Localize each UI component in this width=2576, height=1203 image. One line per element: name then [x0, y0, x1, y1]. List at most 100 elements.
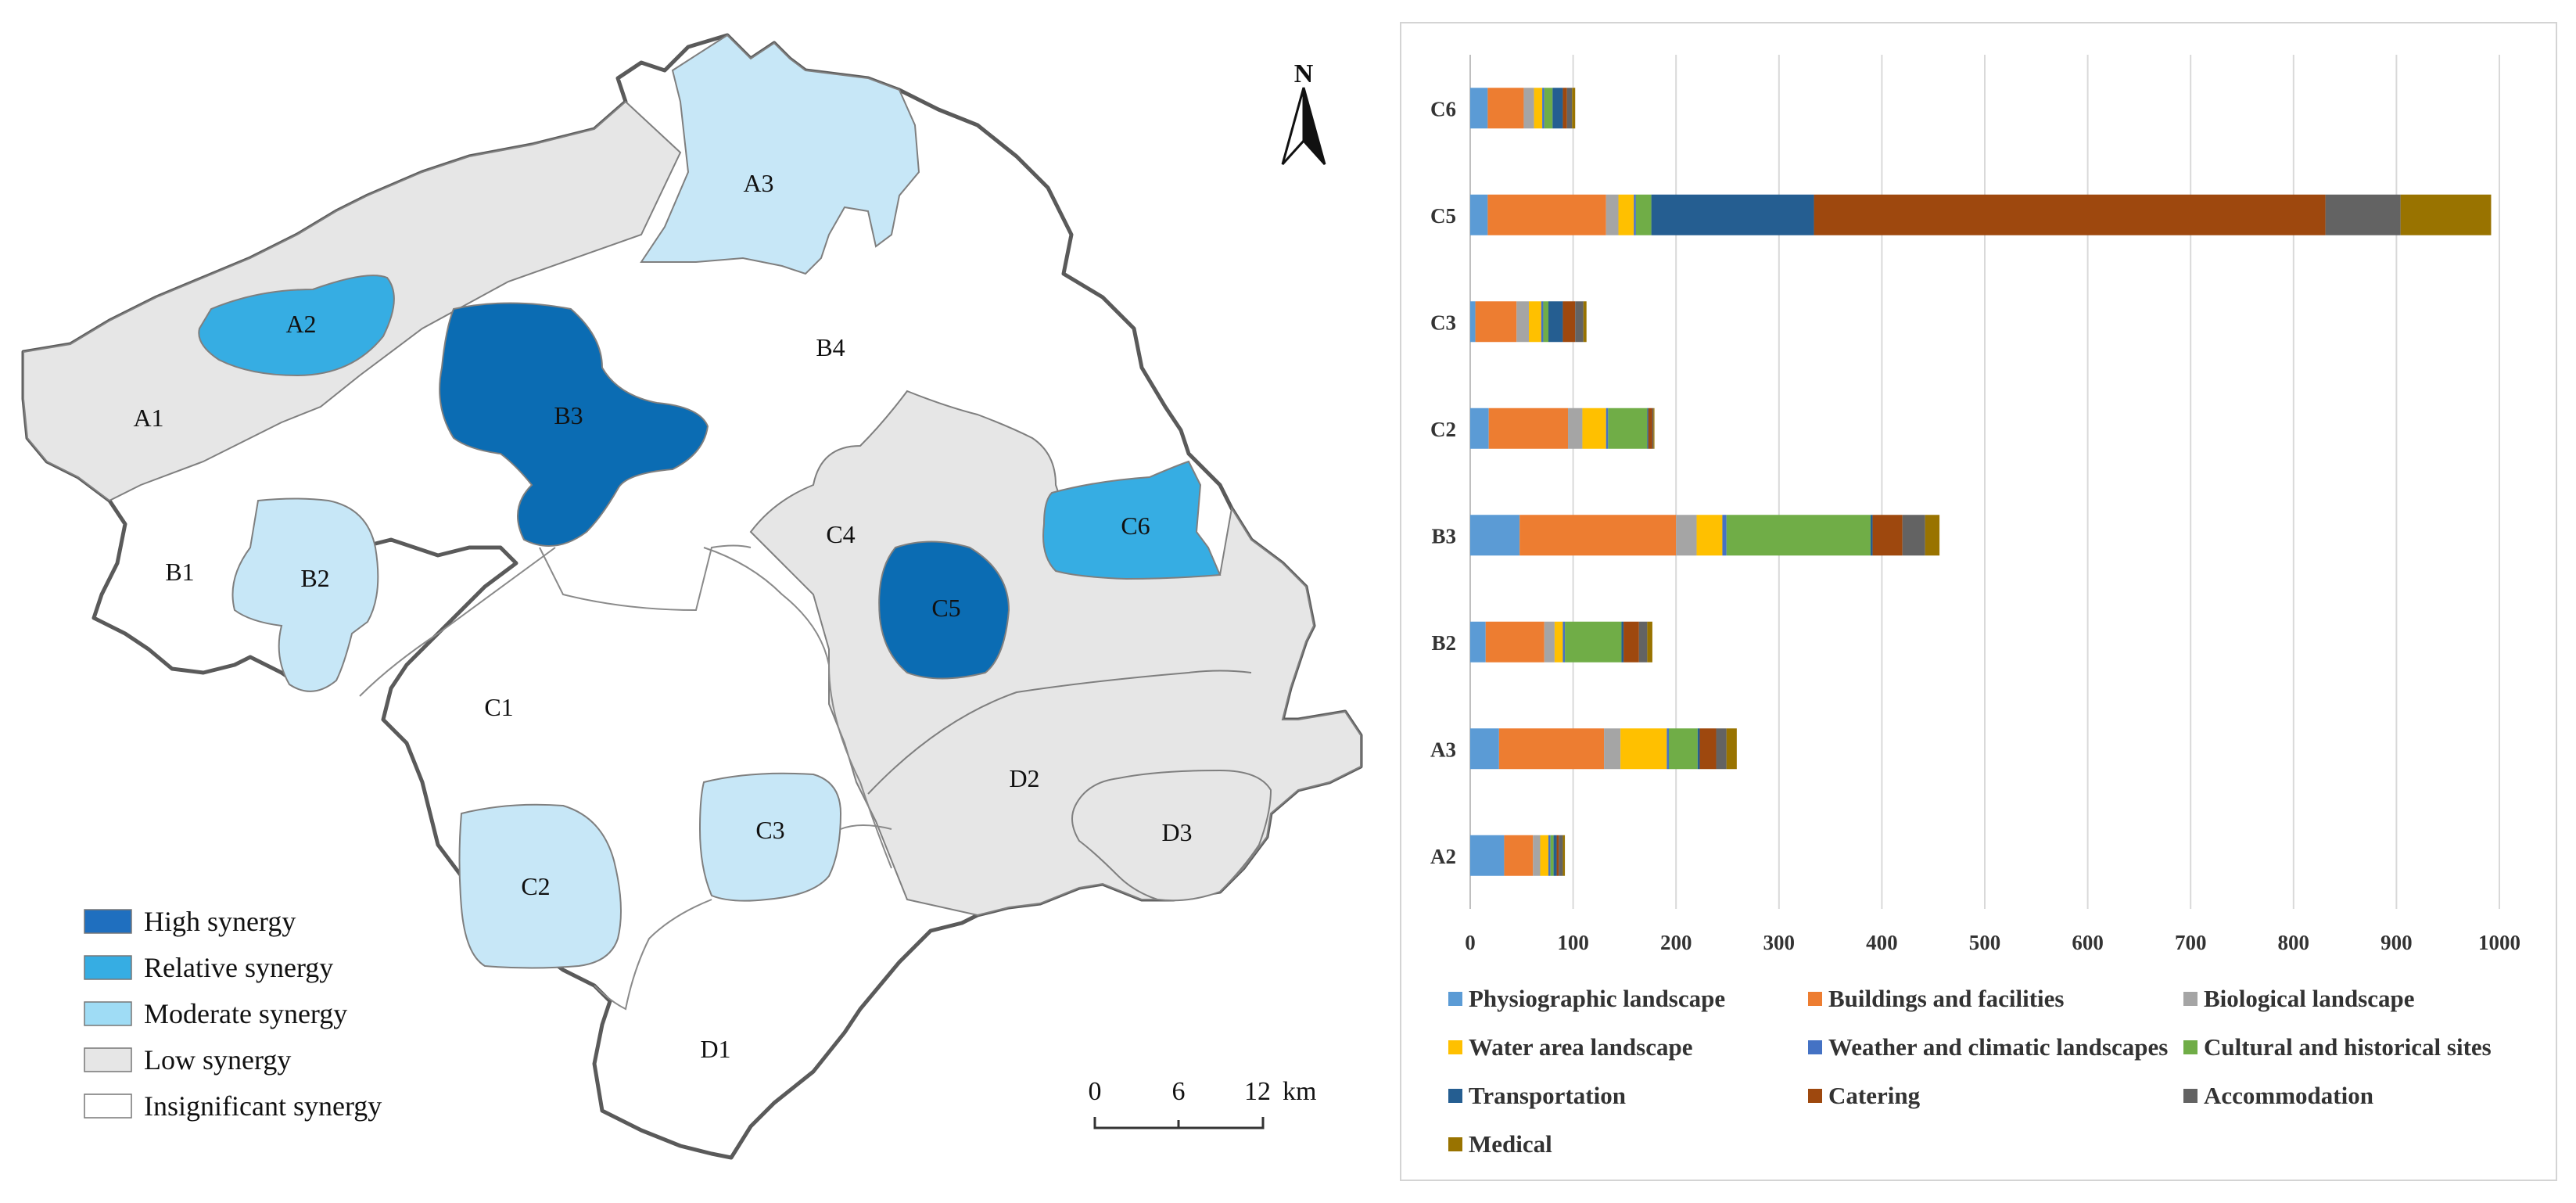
- region-c6: [1042, 460, 1222, 580]
- bar-segment: [1516, 301, 1530, 343]
- label-c1: C1: [484, 693, 513, 721]
- scale-tick-0: 0: [1089, 1077, 1102, 1106]
- bar-segment: [1562, 88, 1567, 129]
- bar-segment: [1544, 88, 1553, 129]
- legend-label: Catering: [1828, 1082, 1921, 1109]
- legend-swatch-low: [84, 1047, 132, 1072]
- bar-segment: [1566, 88, 1573, 129]
- legend-label-high: High synergy: [144, 906, 296, 937]
- bar-segment: [1699, 728, 1717, 770]
- legend-swatch: [1448, 1040, 1462, 1054]
- legend-swatch: [1448, 992, 1462, 1006]
- bar-segment: [1925, 515, 1940, 556]
- bar-segment: [1504, 835, 1534, 876]
- bar-segment: [1541, 301, 1544, 343]
- bar-segment: [1470, 301, 1476, 343]
- bar-segment: [1534, 88, 1543, 129]
- region-d3: [1071, 769, 1272, 902]
- synergy-map: A1 A2 A3 B1 B2 B3 B4 C1 C2 C3 C4 C5 C6 D…: [21, 33, 1363, 1160]
- bar-segment: [1647, 621, 1652, 663]
- legend-swatch: [1808, 1089, 1822, 1103]
- label-c2: C2: [521, 872, 550, 900]
- x-tick-label: 800: [2278, 931, 2310, 954]
- bar-segment: [1726, 728, 1737, 770]
- label-a2: A2: [285, 310, 316, 338]
- bar-segment: [1485, 621, 1545, 663]
- bar-segment: [1621, 621, 1624, 663]
- scale-unit: km: [1283, 1077, 1316, 1106]
- bar-segment: [1676, 515, 1697, 556]
- bar-segment: [1582, 408, 1606, 449]
- legend-swatch: [1808, 992, 1822, 1006]
- bar-segment: [1550, 835, 1554, 876]
- bar-segment: [1487, 88, 1524, 129]
- bar-segment: [1606, 194, 1619, 235]
- legend-swatch: [2183, 1040, 2197, 1054]
- bar-segment: [1559, 835, 1563, 876]
- bar-segment: [1523, 88, 1534, 129]
- bar-segment: [1470, 515, 1520, 556]
- y-category-label: C5: [1430, 204, 1456, 228]
- bar-segment: [1608, 408, 1648, 449]
- bar-segment: [1606, 408, 1609, 449]
- region-a3: [640, 34, 920, 275]
- bar-segment: [1554, 621, 1563, 663]
- bar-segment: [2325, 194, 2401, 235]
- bar-segment: [1722, 515, 1727, 556]
- bar-segment: [1562, 301, 1576, 343]
- label-b4: B4: [816, 333, 845, 361]
- legend-label: Weather and climatic landscapes: [1828, 1033, 2168, 1061]
- north-label: N: [1294, 59, 1314, 88]
- bar-segment: [1470, 194, 1488, 235]
- region-a2: [198, 275, 395, 377]
- label-c6: C6: [1121, 512, 1150, 540]
- y-category-label: B2: [1431, 631, 1456, 655]
- y-category-label: B3: [1431, 524, 1456, 548]
- scale-tick-6: 6: [1172, 1077, 1186, 1106]
- bar-segment: [1470, 728, 1499, 770]
- internal-boundary-b4-c1: [539, 544, 752, 612]
- legend-swatch-high: [84, 909, 132, 934]
- label-b2: B2: [300, 564, 329, 592]
- bar-segment: [1814, 194, 2326, 235]
- x-tick-label: 200: [1660, 931, 1692, 954]
- map-legend: High synergy Relative synergy Moderate s…: [84, 906, 382, 1122]
- legend-label-moderate: Moderate synergy: [144, 998, 347, 1029]
- internal-boundary-c3-d1: [840, 824, 892, 830]
- region-b2: [231, 497, 379, 692]
- scale-tick-12: 12: [1244, 1077, 1271, 1106]
- bar-segment: [1470, 621, 1486, 663]
- legend-label: Cultural and historical sites: [2204, 1033, 2492, 1061]
- legend-swatch: [2183, 992, 2197, 1006]
- legend-swatch-relative: [84, 955, 132, 980]
- label-a1: A1: [133, 404, 163, 432]
- y-category-label: C3: [1430, 311, 1456, 334]
- legend-label-insignificant: Insignificant synergy: [144, 1090, 382, 1122]
- bar-segment: [2400, 194, 2492, 235]
- internal-boundary-c1-c4: [703, 547, 892, 869]
- x-tick-label: 500: [1969, 931, 2001, 954]
- region-c3: [698, 772, 842, 902]
- y-category-label: C6: [1430, 97, 1456, 120]
- legend-label: Water area landscape: [1469, 1033, 1692, 1061]
- bar-segment: [1618, 194, 1634, 235]
- bar-segment: [1562, 835, 1566, 876]
- legend-swatch-moderate: [84, 1001, 132, 1026]
- bar-segment: [1543, 301, 1549, 343]
- region-c4-d2-border: [867, 670, 1252, 795]
- bar-segment: [1726, 515, 1871, 556]
- legend-swatch: [2183, 1089, 2197, 1103]
- internal-boundary-c-d1: [594, 899, 712, 1011]
- bar-segment: [1870, 515, 1873, 556]
- internal-boundary-b1-c1: [359, 547, 556, 697]
- region-c2: [458, 803, 622, 969]
- x-tick-label: 300: [1763, 931, 1796, 954]
- bar-segment: [1620, 728, 1667, 770]
- x-tick-label: 1000: [2478, 931, 2520, 954]
- region-c5: [878, 540, 1010, 680]
- bar-segment: [1475, 301, 1517, 343]
- bar-segment: [1902, 515, 1925, 556]
- label-c4: C4: [826, 520, 855, 548]
- bar-segment: [1697, 728, 1700, 770]
- bar-segment: [1470, 835, 1505, 876]
